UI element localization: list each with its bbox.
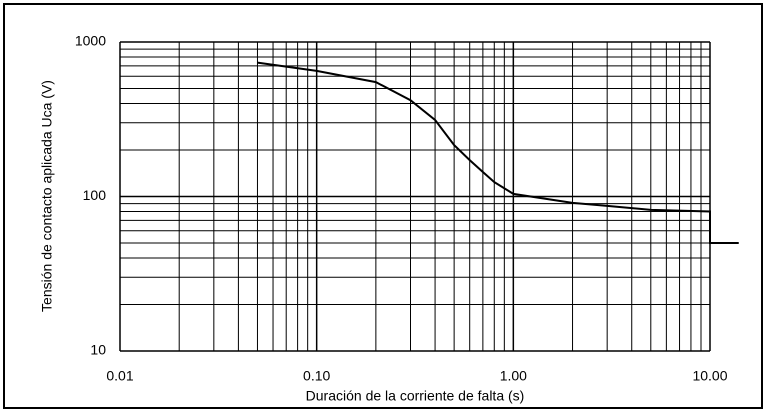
y-tick-label: 1000 bbox=[75, 33, 106, 49]
x-tick-label: 0.01 bbox=[106, 368, 133, 384]
line bbox=[257, 61, 739, 245]
y-axis-label: Tensión de contacto aplicada Uca (V) bbox=[39, 80, 55, 312]
x-tick-label: 10.00 bbox=[692, 368, 727, 384]
x-tick-label: 1.00 bbox=[500, 368, 527, 384]
x-tick-label: 0.10 bbox=[303, 368, 330, 384]
x-axis-label: Duración de la corriente de falta (s) bbox=[306, 388, 525, 404]
y-tick-label: 100 bbox=[83, 187, 107, 203]
frame bbox=[3, 3, 763, 409]
y-tick-label: 10 bbox=[90, 342, 106, 358]
